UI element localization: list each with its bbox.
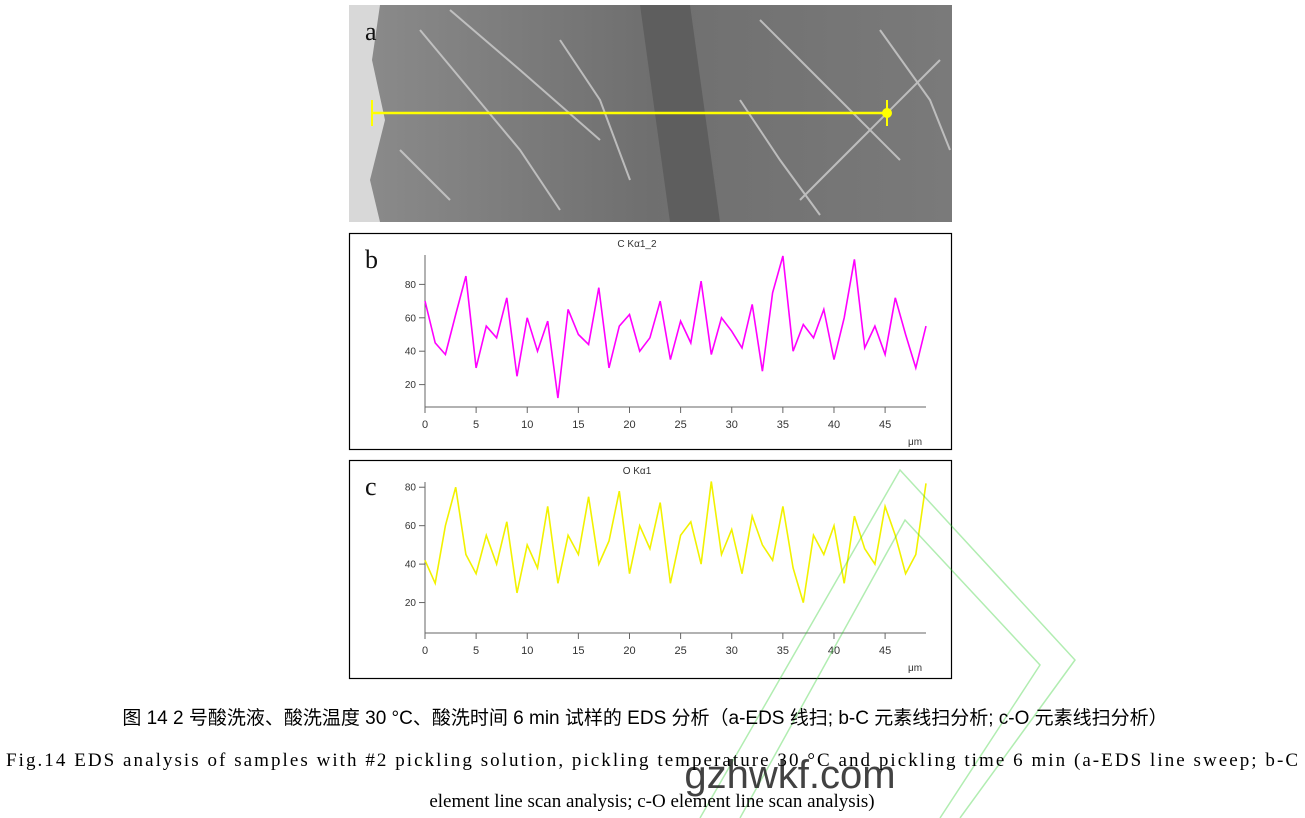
x-tick-label: 30 xyxy=(726,645,738,657)
line-chart: C Kα1_2b 20 40 60 80 0 5 10 15 20 25 30 35 40 45 μm xyxy=(348,232,953,451)
signal-line xyxy=(424,481,927,603)
x-unit: μm xyxy=(908,663,922,674)
panel-label: b xyxy=(365,245,378,274)
x-tick-label: 20 xyxy=(623,645,635,657)
x-tick-label: 40 xyxy=(828,419,840,431)
y-tick-label: 40 xyxy=(405,347,417,358)
line-chart: O Kα1 c 20 40 60 80 0 5 10 15 20 25 30 35 40 45 μm xyxy=(348,459,953,680)
x-tick-label: 10 xyxy=(521,419,533,431)
y-tick-label: 60 xyxy=(405,521,417,532)
x-tick-label: 15 xyxy=(572,645,584,657)
caption-en: Fig.14 EDS analysis of samples with #2 p… xyxy=(6,750,1298,771)
x-tick-label: 0 xyxy=(422,645,428,657)
x-tick-label: 25 xyxy=(674,645,686,657)
y-tick-label: 80 xyxy=(405,483,417,494)
caption-en: element line scan analysis; c-O element … xyxy=(429,791,874,812)
y-tick-label: 20 xyxy=(405,380,417,391)
x-tick-label: 10 xyxy=(521,645,533,657)
x-tick-label: 5 xyxy=(473,645,479,657)
chart-title: C Kα1_2 xyxy=(617,239,657,250)
chart-frame xyxy=(348,459,953,680)
x-tick-label: 30 xyxy=(726,419,738,431)
panel-label: a xyxy=(365,17,377,46)
caption-zh: 图 14 2 号酸洗液、酸洗温度 30 °C、酸洗时间 6 min 试样的 ED… xyxy=(122,707,1167,729)
x-tick-label: 45 xyxy=(879,419,891,431)
chart-title: O Kα1 xyxy=(623,466,652,477)
x-unit: μm xyxy=(908,437,922,448)
y-tick-label: 20 xyxy=(405,598,417,609)
x-tick-label: 45 xyxy=(879,645,891,657)
x-tick-label: 0 xyxy=(422,419,428,431)
x-tick-label: 20 xyxy=(623,419,635,431)
panel-label: c xyxy=(365,472,377,501)
y-tick-label: 60 xyxy=(405,313,417,324)
sem-image: a xyxy=(349,5,952,222)
x-tick-label: 25 xyxy=(674,419,686,431)
x-tick-label: 35 xyxy=(777,419,789,431)
watermark-shape xyxy=(699,468,1076,818)
signal-line xyxy=(424,255,927,399)
chart-frame xyxy=(348,232,953,451)
x-tick-label: 40 xyxy=(828,645,840,657)
x-tick-label: 35 xyxy=(777,645,789,657)
x-tick-label: 15 xyxy=(572,419,584,431)
y-tick-label: 40 xyxy=(405,560,417,571)
watermark: gzhwkf.com xyxy=(684,753,895,797)
y-tick-label: 80 xyxy=(405,280,417,291)
x-tick-label: 5 xyxy=(473,419,479,431)
